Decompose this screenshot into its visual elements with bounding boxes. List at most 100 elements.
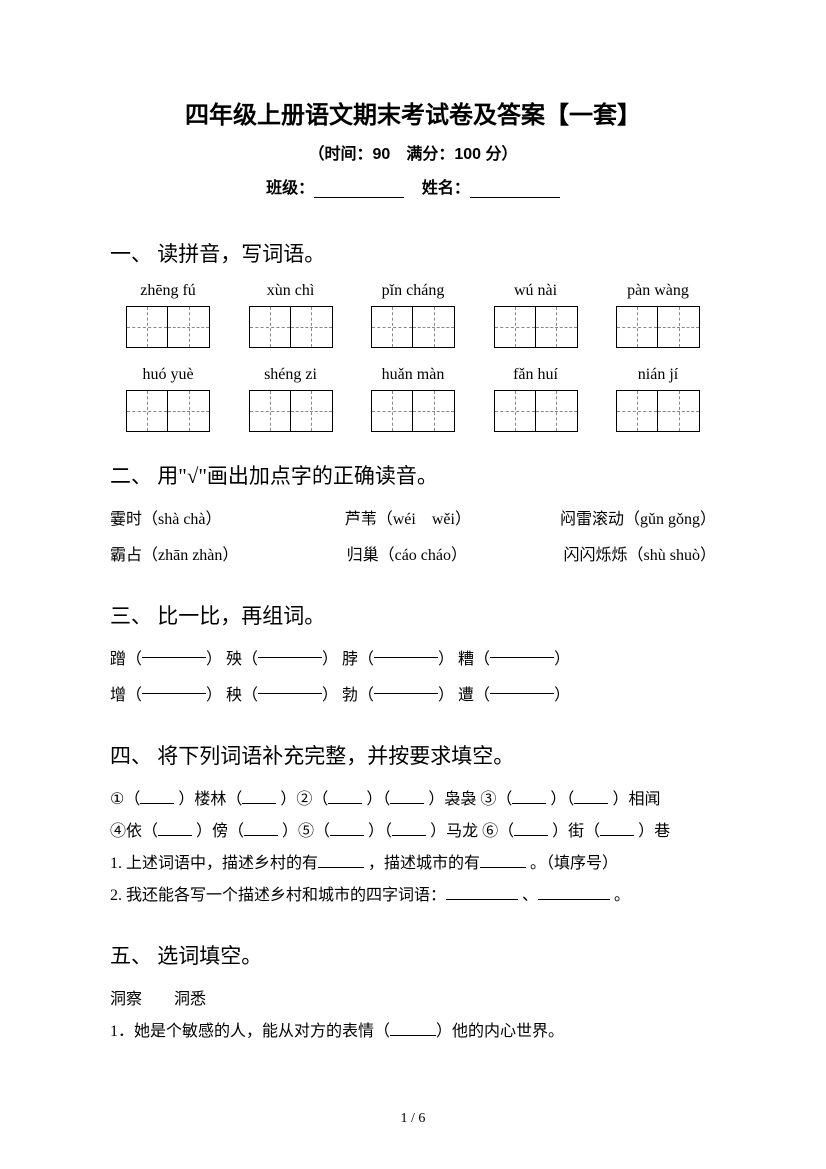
blank[interactable] [142, 680, 206, 694]
section5-heading: 五、 选词填空。 [110, 940, 716, 970]
q4-line4: 2. 我还能各写一个描述乡村和城市的四字词语： 、 。 [110, 880, 716, 912]
blank[interactable] [490, 680, 554, 694]
q3-row: 蹭（ ） 殃（ ） 脖（ ） 糟（ ） [110, 644, 716, 676]
q3-text: 蹭（ [110, 644, 142, 676]
t: ）（ [366, 791, 390, 808]
pinyin-row-1: zhēng fú xùn chì pǐn cháng wú nài pàn wà… [110, 282, 716, 300]
blank[interactable] [480, 854, 526, 868]
q4-line2: ④依（ ）傍（ ）⑤（ ）（ ）马龙 ⑥（ ）街（ ）巷 [110, 816, 716, 848]
blank[interactable] [514, 822, 548, 836]
blank[interactable] [330, 822, 364, 836]
char-box-group[interactable] [241, 306, 341, 348]
q5-item1: 1．她是个敏感的人，能从对方的表情（）他的内心世界。 [110, 1016, 716, 1048]
section3-body: 蹭（ ） 殃（ ） 脖（ ） 糟（ ） 增（ ） 秧（ ） 勃（ ） 遭（ ） [110, 644, 716, 712]
section5-body: 洞察 洞悉 1．她是个敏感的人，能从对方的表情（）他的内心世界。 [110, 984, 716, 1048]
t: ）相闻 [612, 791, 660, 808]
t: 1. 上述词语中，描述乡村的有 [110, 855, 318, 872]
blank[interactable] [538, 886, 610, 900]
blank[interactable] [158, 822, 192, 836]
q2-row: 霸占（zhān zhàn） 归巢（cáo cháo） 闪闪烁烁（shù shuò… [110, 540, 716, 572]
t: ）袅袅 ③（ [428, 791, 512, 808]
q3-text: 增（ [110, 680, 142, 712]
pinyin-label: fǎn huí [486, 366, 586, 384]
q3-text: ） 勃（ [322, 680, 374, 712]
blank[interactable] [318, 854, 364, 868]
q3-text: ） 糟（ [438, 644, 490, 676]
blank[interactable] [446, 886, 518, 900]
char-box-group[interactable] [608, 306, 708, 348]
section2-heading: 二、 用"√"画出加点字的正确读音。 [110, 460, 716, 490]
q4-line3: 1. 上述词语中，描述乡村的有 ，描述城市的有 。（填序号） [110, 848, 716, 880]
blank[interactable] [328, 790, 362, 804]
pinyin-label: zhēng fú [118, 282, 218, 300]
blank[interactable] [142, 644, 206, 658]
section3-heading: 三、 比一比，再组词。 [110, 600, 716, 630]
q3-row: 增（ ） 秧（ ） 勃（ ） 遭（ ） [110, 680, 716, 712]
q3-text: ） [554, 680, 570, 712]
q2-item: 闷雷滚动（gǔn gǒng） [560, 504, 716, 536]
t: 2. 我还能各写一个描述乡村和城市的四字词语： [110, 887, 446, 904]
q3-text: ） 秧（ [206, 680, 258, 712]
blank[interactable] [490, 644, 554, 658]
t: ）⑤（ [282, 823, 330, 840]
blank[interactable] [374, 680, 438, 694]
q2-item: 霎时（shà chà） [110, 504, 305, 536]
char-box-group[interactable] [608, 390, 708, 432]
class-blank[interactable] [314, 182, 404, 198]
t: 。（填序号） [530, 855, 618, 872]
q3-text: ） [554, 644, 570, 676]
char-box-group[interactable] [486, 306, 586, 348]
blank[interactable] [390, 790, 424, 804]
section4-body: ①（ ）楼林（ ）②（ ）（ ）袅袅 ③（ ）（ ）相闻 ④依（ ）傍（ ）⑤（… [110, 784, 716, 912]
t: ）楼林（ [178, 791, 242, 808]
blank[interactable] [244, 822, 278, 836]
pinyin-label: pàn wàng [608, 282, 708, 300]
t: 、 [522, 887, 538, 904]
char-box-group[interactable] [118, 306, 218, 348]
t: ）街（ [552, 823, 600, 840]
q2-item: 芦苇（wéi wěi） [345, 504, 520, 536]
pinyin-label: nián jí [608, 366, 708, 384]
section1-heading: 一、 读拼音，写词语。 [110, 238, 716, 268]
blank[interactable] [512, 790, 546, 804]
name-label: 姓名： [422, 180, 470, 197]
subtitle: （时间：90 满分：100 分） [110, 140, 716, 164]
blank[interactable] [392, 822, 426, 836]
char-box-row [110, 306, 716, 348]
blank[interactable] [258, 680, 322, 694]
char-box-group[interactable] [363, 306, 463, 348]
pinyin-label: shéng zi [241, 366, 341, 384]
q2-item: 闪闪烁烁（shù shuò） [564, 540, 716, 572]
t: ④依（ [110, 823, 158, 840]
blank[interactable] [390, 1022, 436, 1036]
pinyin-label: wú nài [486, 282, 586, 300]
t: ）巷 [638, 823, 670, 840]
blank[interactable] [258, 644, 322, 658]
char-box-group[interactable] [363, 390, 463, 432]
char-box-group[interactable] [118, 390, 218, 432]
blank[interactable] [600, 822, 634, 836]
t: ）（ [550, 791, 574, 808]
pinyin-label: pǐn cháng [363, 282, 463, 300]
section4-heading: 四、 将下列词语补充完整，并按要求填空。 [110, 740, 716, 770]
char-box-group[interactable] [486, 390, 586, 432]
char-box-row [110, 390, 716, 432]
t: ）马龙 ⑥（ [430, 823, 514, 840]
t: 。 [614, 887, 630, 904]
q3-text: ） 殃（ [206, 644, 258, 676]
name-blank[interactable] [470, 182, 560, 198]
pinyin-label: huó yuè [118, 366, 218, 384]
blank[interactable] [140, 790, 174, 804]
t: ）他的内心世界。 [436, 1023, 564, 1040]
char-box-group[interactable] [241, 390, 341, 432]
q3-text: ） 遭（ [438, 680, 490, 712]
page-title: 四年级上册语文期末考试卷及答案【一套】 [110, 95, 716, 130]
page-footer: 1 / 6 [0, 1111, 826, 1127]
pinyin-label: xùn chì [241, 282, 341, 300]
t: ）傍（ [196, 823, 244, 840]
q5-words: 洞察 洞悉 [110, 984, 716, 1016]
blank[interactable] [242, 790, 276, 804]
student-info-line: 班级： 姓名： [110, 174, 716, 198]
blank[interactable] [574, 790, 608, 804]
blank[interactable] [374, 644, 438, 658]
